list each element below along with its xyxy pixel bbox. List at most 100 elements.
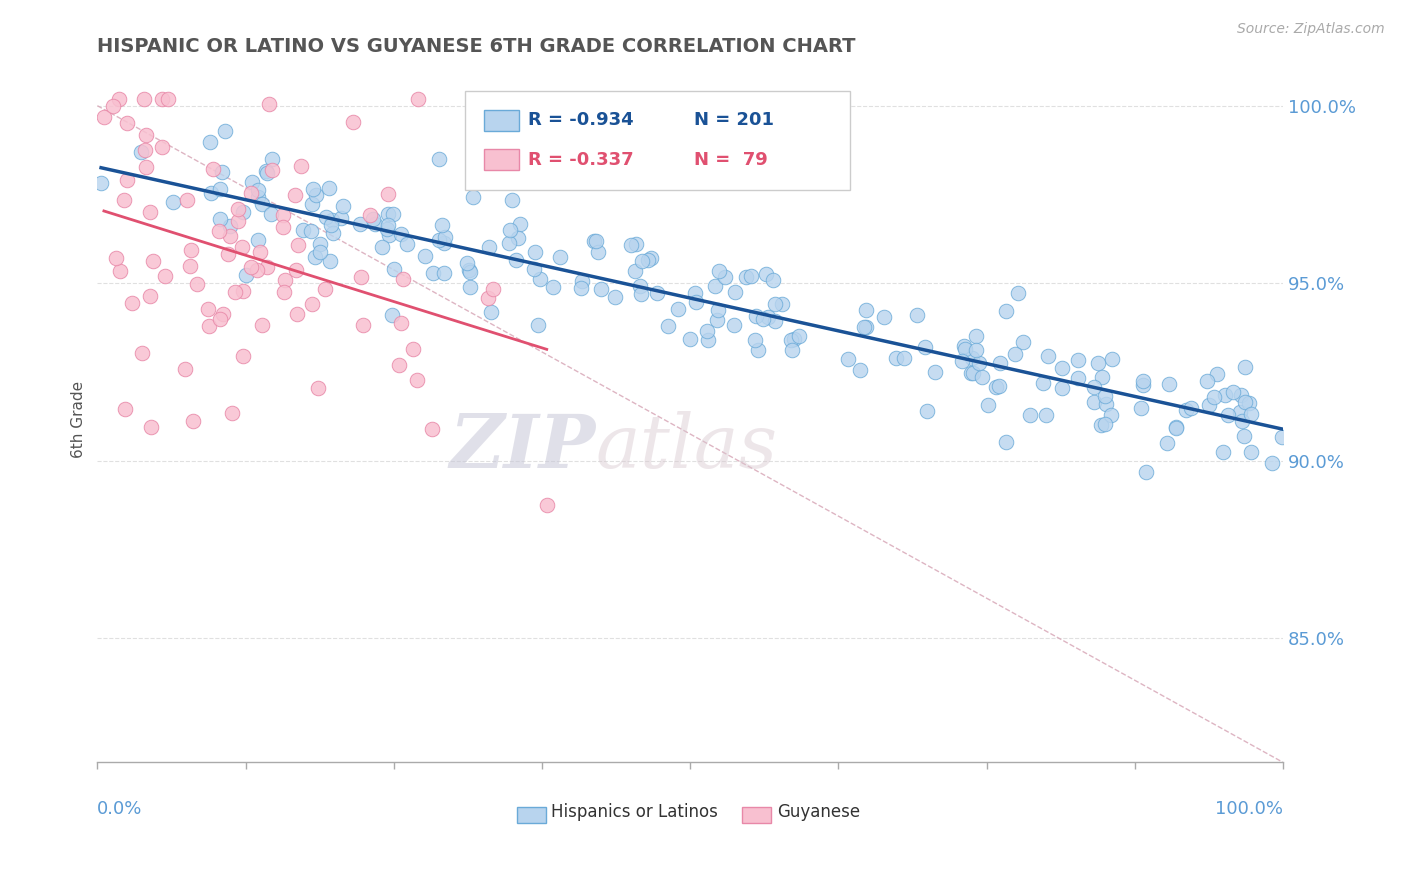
Point [246,263,269,277]
Point [508,230,530,244]
FancyBboxPatch shape [742,807,770,823]
Point [319,254,342,268]
Point [1156,435,1178,450]
Point [256,166,278,180]
Point [499,222,522,236]
Point [202,161,225,176]
Point [645,285,668,300]
Point [299,224,322,238]
Point [640,251,662,265]
Point [873,310,896,325]
Point [1132,378,1154,392]
Point [110,264,132,278]
Point [350,269,373,284]
Point [605,290,627,304]
Point [657,318,679,333]
Point [292,223,315,237]
Point [1101,352,1123,367]
Point [262,163,284,178]
Point [780,343,803,357]
Point [121,295,143,310]
Point [744,309,766,323]
Point [375,222,398,236]
Point [837,351,859,366]
Point [685,295,707,310]
Point [893,351,915,365]
Point [101,99,124,113]
Point [1202,390,1225,404]
Point [301,297,323,311]
Point [679,332,702,346]
Point [571,274,593,288]
Point [1213,388,1236,402]
Point [907,308,929,322]
Point [389,227,412,241]
Point [787,329,810,343]
Point [392,272,415,286]
Point [707,302,730,317]
Point [304,250,326,264]
Point [1198,398,1220,412]
Point [783,332,806,346]
Point [176,193,198,207]
Y-axis label: 6th Grade: 6th Grade [72,381,86,458]
Point [232,285,254,299]
Point [378,228,401,243]
Point [139,420,162,434]
Point [309,244,332,259]
Point [852,319,875,334]
Point [478,240,501,254]
Point [498,235,520,250]
Point [1232,429,1254,443]
Point [1206,367,1229,381]
Point [620,238,643,252]
Point [458,280,481,294]
Point [249,244,271,259]
Point [1095,396,1118,410]
Point [986,380,1008,394]
Point [221,406,243,420]
Point [104,251,127,265]
Point [153,269,176,284]
Point [950,354,973,368]
Point [1222,385,1244,400]
Point [364,217,387,231]
Point [427,233,450,247]
Point [762,273,785,287]
Point [211,165,233,179]
Point [1130,401,1153,415]
Point [156,92,179,106]
Point [953,342,976,356]
Point [735,270,758,285]
Point [1261,456,1284,470]
Point [287,238,309,252]
Point [569,281,592,295]
Point [413,249,436,263]
Point [965,329,987,343]
Point [200,186,222,200]
Point [377,207,399,221]
Point [624,236,647,251]
Point [1067,353,1090,368]
Point [329,211,352,225]
Point [131,346,153,360]
Point [586,245,609,260]
Point [529,272,551,286]
Point [377,218,399,232]
FancyBboxPatch shape [517,807,546,823]
Point [763,314,786,328]
Point [273,285,295,300]
Point [1175,402,1198,417]
Point [915,404,938,418]
Text: R = -0.934: R = -0.934 [527,112,633,129]
Point [271,208,294,222]
Point [976,398,998,412]
Point [456,256,478,270]
Point [509,217,531,231]
Point [314,282,336,296]
Point [212,307,235,321]
Point [740,269,762,284]
Point [713,269,735,284]
Point [321,212,343,227]
Point [849,363,872,377]
